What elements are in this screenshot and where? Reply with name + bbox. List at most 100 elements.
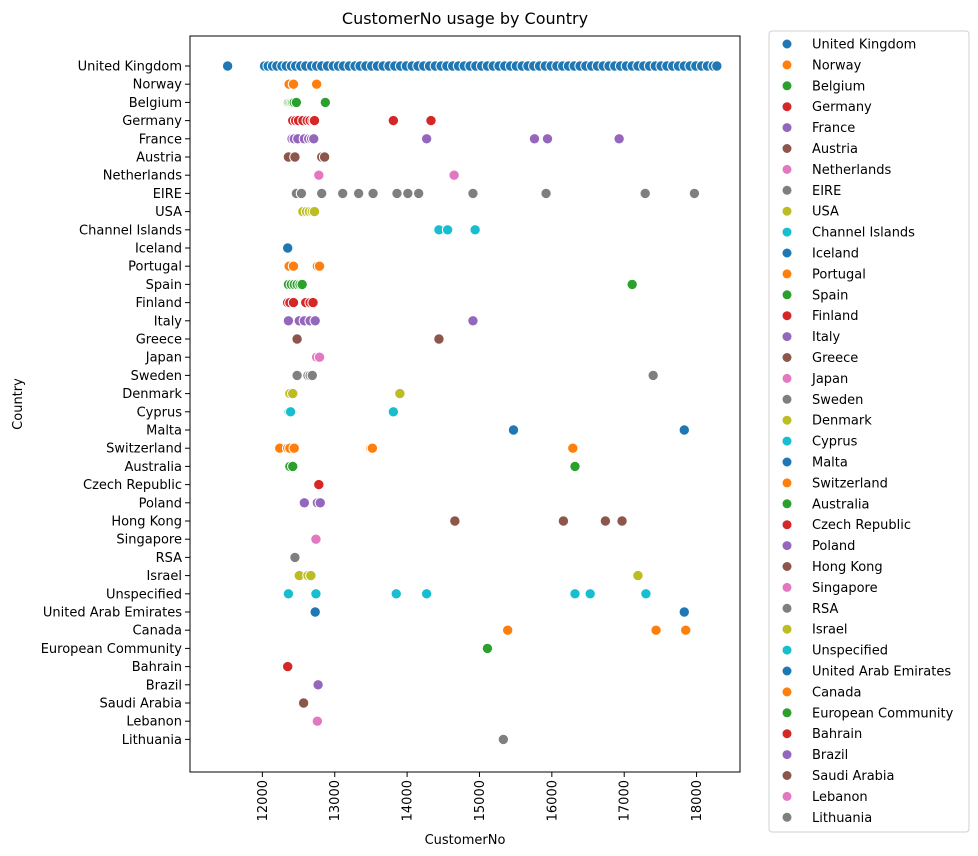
legend-label: RSA: [812, 602, 839, 617]
legend-marker: [781, 561, 793, 572]
data-point: [412, 187, 425, 200]
data-point: [307, 296, 319, 309]
y-tick-label: Sweden: [131, 369, 182, 384]
data-point: [711, 60, 723, 72]
data-point: [313, 260, 326, 272]
data-point: [394, 387, 406, 400]
y-tick-label: Spain: [146, 278, 182, 293]
legend-label: Canada: [812, 685, 861, 700]
series-israel: [293, 569, 644, 582]
data-point: [647, 369, 659, 382]
legend-label: Germany: [812, 100, 872, 115]
legend-label: Australia: [812, 497, 870, 512]
data-point: [497, 733, 510, 746]
legend-marker: [781, 581, 793, 593]
x-tick-label: 12000: [256, 780, 271, 821]
data-point: [557, 515, 570, 527]
data-point: [632, 569, 644, 582]
data-point: [441, 224, 454, 236]
data-point: [688, 187, 701, 200]
data-point: [613, 133, 625, 145]
legend-marker: [781, 456, 793, 468]
data-point: [420, 588, 433, 600]
y-tick-label: Malta: [146, 424, 182, 439]
x-tick-label: 14000: [401, 780, 416, 821]
y-tick-label: Belgium: [129, 96, 182, 111]
y-tick-label: Cyprus: [137, 405, 183, 420]
y-tick-label: Germany: [122, 114, 182, 129]
data-point: [296, 278, 308, 291]
y-tick-label: Israel: [146, 569, 182, 584]
legend-label: Norway: [812, 58, 862, 73]
data-point: [584, 588, 596, 600]
legend-marker: [781, 143, 793, 154]
y-tick-label: Australia: [124, 460, 182, 475]
data-point: [391, 187, 403, 200]
data-point: [287, 260, 300, 272]
data-point: [316, 187, 328, 200]
series-united-kingdom: [221, 60, 723, 72]
legend-label: Singapore: [812, 581, 878, 596]
legend-label: Portugal: [812, 267, 866, 282]
legend-marker: [781, 101, 793, 113]
data-point: [599, 515, 612, 527]
y-tick-label: Japan: [145, 351, 182, 366]
series-usa: [297, 205, 321, 218]
data-point: [306, 369, 319, 382]
series-iceland: [281, 242, 294, 254]
legend-marker: [781, 205, 793, 217]
legend-marker: [781, 665, 793, 677]
series-lithuania: [497, 733, 510, 746]
data-point: [308, 114, 321, 127]
data-point: [507, 424, 520, 436]
legend-label: Spain: [812, 288, 848, 303]
data-point: [310, 533, 322, 545]
y-tick-label: Finland: [136, 296, 182, 311]
legend-marker: [781, 226, 793, 238]
legend-label: Netherlands: [812, 163, 891, 178]
legend-marker: [781, 184, 793, 196]
data-point: [310, 588, 322, 600]
legend-marker: [781, 163, 793, 175]
data-point: [287, 387, 299, 400]
data-point: [313, 351, 326, 363]
legend-marker: [781, 38, 793, 50]
y-tick-label: European Community: [41, 642, 183, 657]
data-point: [313, 478, 325, 491]
data-point: [449, 515, 461, 527]
legend-label: Saudi Arabia: [812, 769, 895, 784]
x-tick-label: 13000: [328, 780, 343, 821]
legend-label: EIRE: [812, 184, 841, 199]
legend-marker: [781, 268, 793, 280]
data-point: [308, 205, 321, 218]
y-tick-label: France: [139, 132, 182, 147]
data-point: [289, 151, 301, 163]
series-cyprus: [283, 406, 400, 418]
legend-label: Bahrain: [812, 727, 862, 742]
y-tick-label: Greece: [136, 333, 182, 348]
data-point: [289, 551, 301, 564]
series-czech-republic: [313, 478, 325, 491]
data-point: [310, 78, 323, 90]
legend-label: United Kingdom: [812, 38, 916, 53]
legend-marker: [781, 749, 793, 761]
legend-marker: [781, 414, 793, 426]
legend-marker: [781, 707, 793, 719]
series-france: [286, 133, 625, 145]
legend-marker: [781, 602, 793, 614]
series-lebanon: [311, 715, 324, 727]
data-point: [288, 442, 300, 454]
data-point: [541, 133, 554, 145]
y-tick-label: Switzerland: [106, 442, 182, 457]
data-point: [420, 133, 433, 145]
legend-marker: [781, 352, 793, 363]
data-point: [290, 96, 303, 109]
legend-marker: [781, 790, 793, 802]
data-point: [367, 187, 379, 200]
y-tick-label: Portugal: [128, 260, 182, 275]
series-australia: [284, 460, 581, 473]
legend-label: Israel: [812, 623, 848, 638]
series-canada: [501, 624, 692, 636]
legend-marker: [781, 770, 793, 781]
x-tick-label: 16000: [545, 780, 560, 821]
